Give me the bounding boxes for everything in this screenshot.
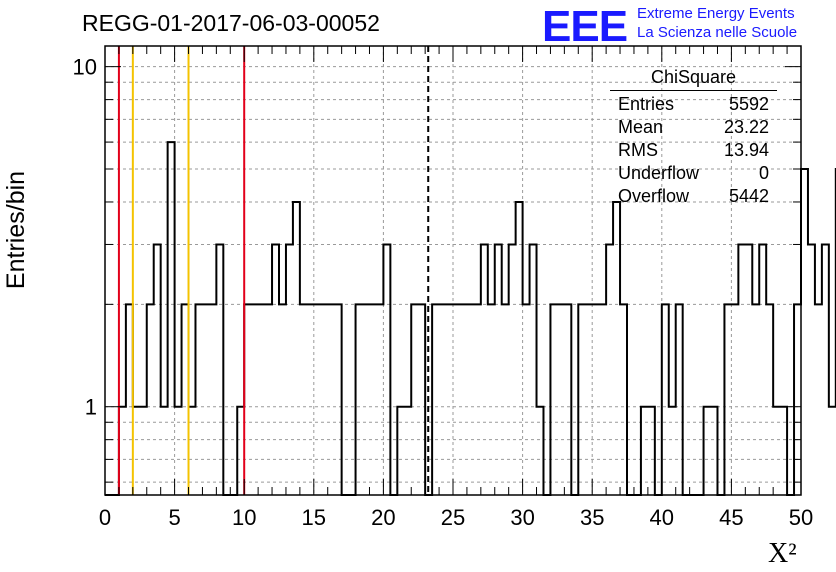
x-tick-label: 35 bbox=[580, 505, 604, 530]
stats-row: Entries 5592 bbox=[610, 93, 777, 116]
stats-row: Mean 23.22 bbox=[610, 116, 777, 139]
logo-line-1: Extreme Energy Events bbox=[637, 5, 795, 22]
eee-logo-text: Extreme Energy Events La Scienza nelle S… bbox=[637, 4, 797, 42]
x-tick-label: 5 bbox=[168, 505, 180, 530]
stats-value: 5442 bbox=[728, 186, 769, 206]
eee-logo: EEE bbox=[542, 2, 628, 51]
chart-title: REGG-01-2017-06-03-00052 bbox=[82, 10, 380, 36]
stats-row: Underflow 0 bbox=[610, 162, 777, 185]
stats-title: ChiSquare bbox=[610, 67, 777, 91]
x-tick-label: 15 bbox=[302, 505, 326, 530]
stats-value: 23.22 bbox=[723, 117, 769, 137]
logo-line-2: La Scienza nelle Scuole bbox=[637, 24, 798, 41]
x-tick-label: 25 bbox=[441, 505, 465, 530]
y-axis-label: Entries/bin bbox=[2, 170, 30, 290]
stats-value: 5592 bbox=[728, 94, 769, 114]
x-tick-label: 45 bbox=[719, 505, 743, 530]
y-tick-label: 10 bbox=[73, 55, 97, 80]
stats-value: 13.94 bbox=[723, 140, 769, 160]
stats-row: RMS 13.94 bbox=[610, 139, 777, 162]
stats-label: Entries bbox=[618, 94, 675, 114]
stats-label: RMS bbox=[618, 140, 658, 160]
x-tick-label: 50 bbox=[789, 505, 813, 530]
x-tick-label: 10 bbox=[232, 505, 256, 530]
stats-label: Underflow bbox=[618, 163, 700, 183]
stats-box: ChiSquare Entries 5592 Mean 23.22 RMS 13… bbox=[610, 67, 777, 208]
x-tick-label: 30 bbox=[510, 505, 534, 530]
stats-value: 0 bbox=[758, 163, 769, 183]
stats-label: Mean bbox=[618, 117, 664, 137]
x-tick-label: 20 bbox=[371, 505, 395, 530]
x-axis-label: X² bbox=[768, 538, 797, 569]
x-tick-label: 0 bbox=[99, 505, 111, 530]
stats-row: Overflow 5442 bbox=[610, 185, 777, 208]
x-tick-label: 40 bbox=[650, 505, 674, 530]
y-tick-label: 1 bbox=[85, 395, 97, 420]
stats-label: Overflow bbox=[618, 186, 690, 206]
